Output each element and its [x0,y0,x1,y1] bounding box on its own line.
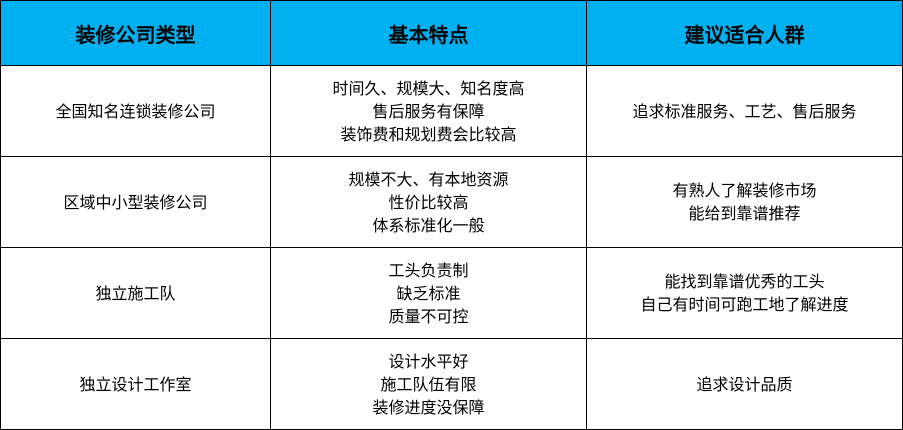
cell-features: 设计水平好施工队伍有限 装修进度没保障 [270,338,587,430]
cell-audience: 能找到靠谱优秀的工头自己有时间可跑工地了解进度 [586,247,903,339]
cell-features-line: 性价比较高 [388,192,469,212]
cell-features-line: 质量不可控 [388,306,469,326]
header-row: 装修公司类型 基本特点 建议适合人群 [0,0,903,66]
cell-company-type: 独立施工队 [0,247,271,339]
cell-company-type: 全国知名连锁装修公司 [0,65,271,157]
table-row: 全国知名连锁装修公司 时间久、规模大、知名度高 售后服务有保障 装饰费和规划费会比较高… [0,65,903,157]
table-row: 独立设计工作室 设计水平好 施工队伍有限 装修进度没保障 追求设计品质 [0,338,903,430]
cell-features: 规模不大、有本地资源 性价比较高体系标准化一般 [270,156,587,248]
header-company-type: 装修公司类型 [0,0,271,66]
header-features: 基本特点 [270,0,587,66]
table-row: 区域中小型装修公司 规模不大、有本地资源 性价比较高 体系标准化一般 有熟人了解装修市场… [0,156,903,248]
cell-features-line: 工头负责制 [388,260,469,280]
cell-audience: 追求设计品质 [586,338,903,430]
cell-audience-line: 追求设计品质 [696,374,793,394]
cell-features: 工头负责制缺乏标准质量不可控 [270,247,587,339]
cell-audience-line: 自己有时间可跑工地了解进度 [640,295,849,314]
cell-features-line: 施工队伍有限 [380,374,477,394]
cell-features: 时间久、规模大、知名度高 售后服务有保障装饰费和规划费会比较高 [270,65,587,157]
cell-features-line: 装饰费和规划费会比较高 [340,124,517,144]
table-row: 独立施工队 工头负责制 缺乏标准 质量不可控 能找到靠谱优秀的工头 自己有时间可跑工地了解… [0,247,903,339]
cell-features-line: 规模不大、有本地资源 [348,169,509,189]
cell-features-line: 设计水平好 [388,351,469,371]
cell-audience-line: 能给到靠谱推荐 [688,204,801,223]
cell-company-type: 区域中小型装修公司 [0,156,271,248]
cell-audience: 追求标准服务、工艺、售后服务 [586,65,903,157]
cell-audience: 有熟人了解装修市场 能给到靠谱推荐 [586,156,903,248]
cell-features-line: 时间久、规模大、知名度高 [332,78,525,98]
cell-features-line: 体系标准化一般 [372,215,485,235]
cell-audience-line: 能找到靠谱优秀的工头 [664,272,825,291]
cell-features-line: 缺乏标准 [396,283,461,303]
cell-audience-line: 有熟人了解装修市场 [672,181,817,200]
cell-features-line: 装修进度没保障 [372,397,485,417]
cell-features-line: 售后服务有保障 [372,101,485,121]
cell-audience-line: 追求标准服务、工艺、售后服务 [632,101,857,121]
header-audience: 建议适合人群 [586,0,903,66]
cell-company-type: 独立设计工作室 [0,338,271,430]
